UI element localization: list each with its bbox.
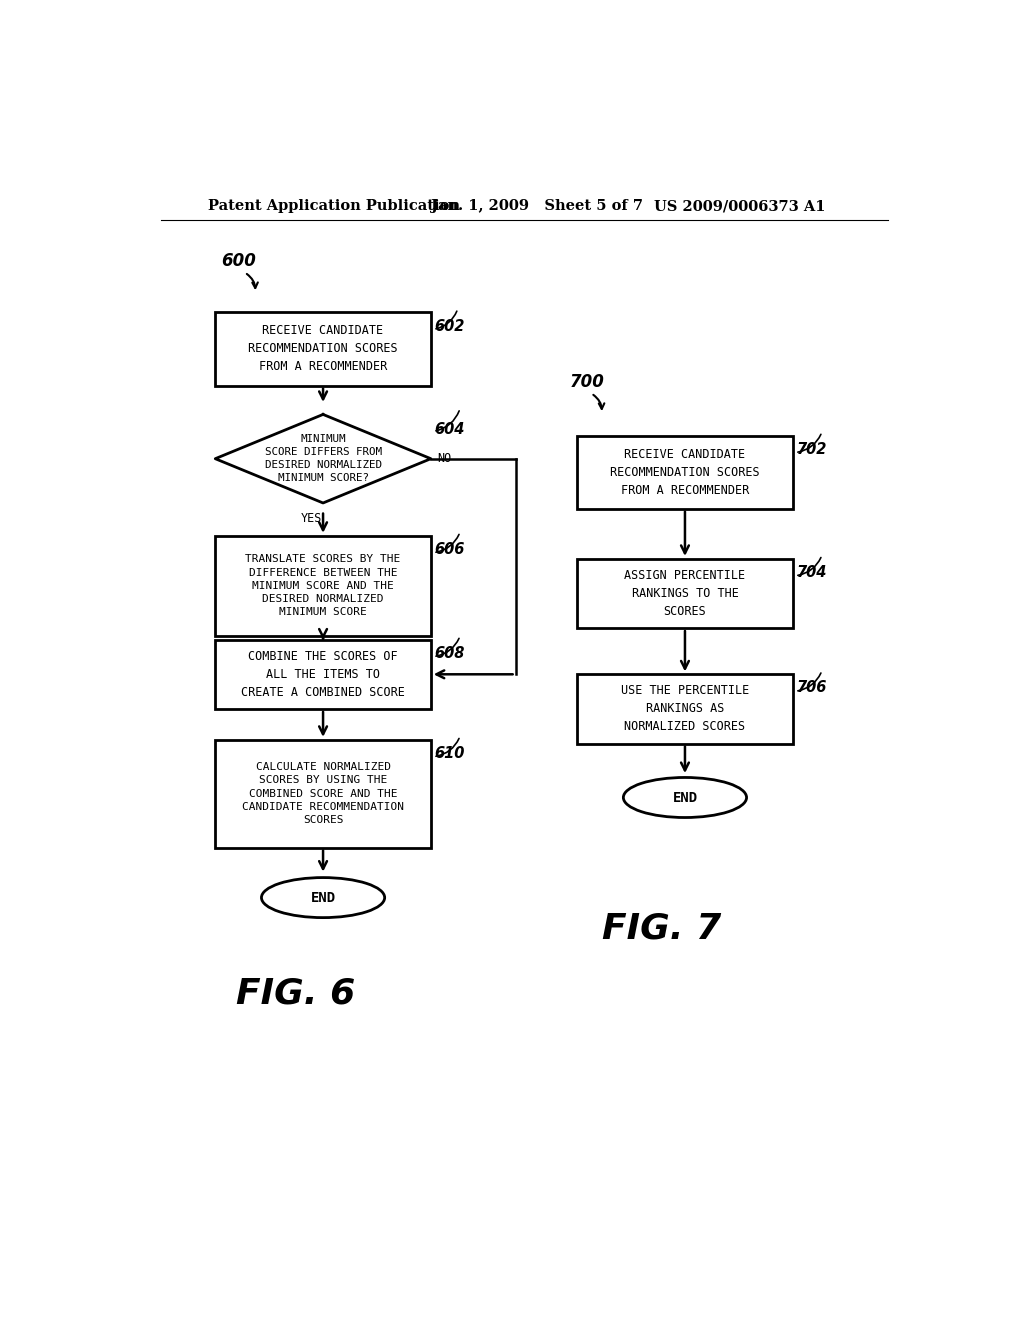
Text: ASSIGN PERCENTILE
RANKINGS TO THE
SCORES: ASSIGN PERCENTILE RANKINGS TO THE SCORES [625,569,745,618]
Text: CALCULATE NORMALIZED
SCORES BY USING THE
COMBINED SCORE AND THE
CANDIDATE RECOMM: CALCULATE NORMALIZED SCORES BY USING THE… [242,762,404,825]
Text: 610: 610 [435,746,465,760]
Text: 600: 600 [221,252,256,269]
Bar [578,558,793,628]
Text: Patent Application Publication: Patent Application Publication [208,199,460,213]
Text: RECEIVE CANDIDATE
RECOMMENDATION SCORES
FROM A RECOMMENDER: RECEIVE CANDIDATE RECOMMENDATION SCORES … [610,447,760,496]
Bar [578,675,793,743]
Text: RECEIVE CANDIDATE
RECOMMENDATION SCORES
FROM A RECOMMENDER: RECEIVE CANDIDATE RECOMMENDATION SCORES … [248,325,398,374]
Text: 706: 706 [797,681,827,696]
Text: 606: 606 [435,543,465,557]
Text: US 2009/0006373 A1: US 2009/0006373 A1 [654,199,825,213]
Bar [215,640,431,709]
Text: USE THE PERCENTILE
RANKINGS AS
NORMALIZED SCORES: USE THE PERCENTILE RANKINGS AS NORMALIZE… [621,685,750,734]
Text: FIG. 6: FIG. 6 [237,977,355,1011]
Bar [578,436,793,508]
Text: 602: 602 [435,318,465,334]
Text: 700: 700 [569,372,604,391]
Text: 704: 704 [797,565,827,579]
Text: COMBINE THE SCORES OF
ALL THE ITEMS TO
CREATE A COMBINED SCORE: COMBINE THE SCORES OF ALL THE ITEMS TO C… [241,649,406,698]
Text: Jan. 1, 2009   Sheet 5 of 7: Jan. 1, 2009 Sheet 5 of 7 [431,199,643,213]
Text: 604: 604 [435,422,465,437]
Bar [215,536,431,636]
Text: YES: YES [301,512,323,525]
Text: TRANSLATE SCORES BY THE
DIFFERENCE BETWEEN THE
MINIMUM SCORE AND THE
DESIRED NOR: TRANSLATE SCORES BY THE DIFFERENCE BETWE… [246,554,400,618]
Text: FIG. 7: FIG. 7 [602,911,722,945]
Text: MINIMUM
SCORE DIFFERS FROM
DESIRED NORMALIZED
MINIMUM SCORE?: MINIMUM SCORE DIFFERS FROM DESIRED NORMA… [264,434,382,483]
Text: NO: NO [437,453,452,465]
Bar [215,739,431,847]
Bar [215,313,431,385]
Text: 702: 702 [797,442,827,457]
Text: END: END [673,791,697,804]
Text: 608: 608 [435,645,465,661]
Text: END: END [310,891,336,904]
